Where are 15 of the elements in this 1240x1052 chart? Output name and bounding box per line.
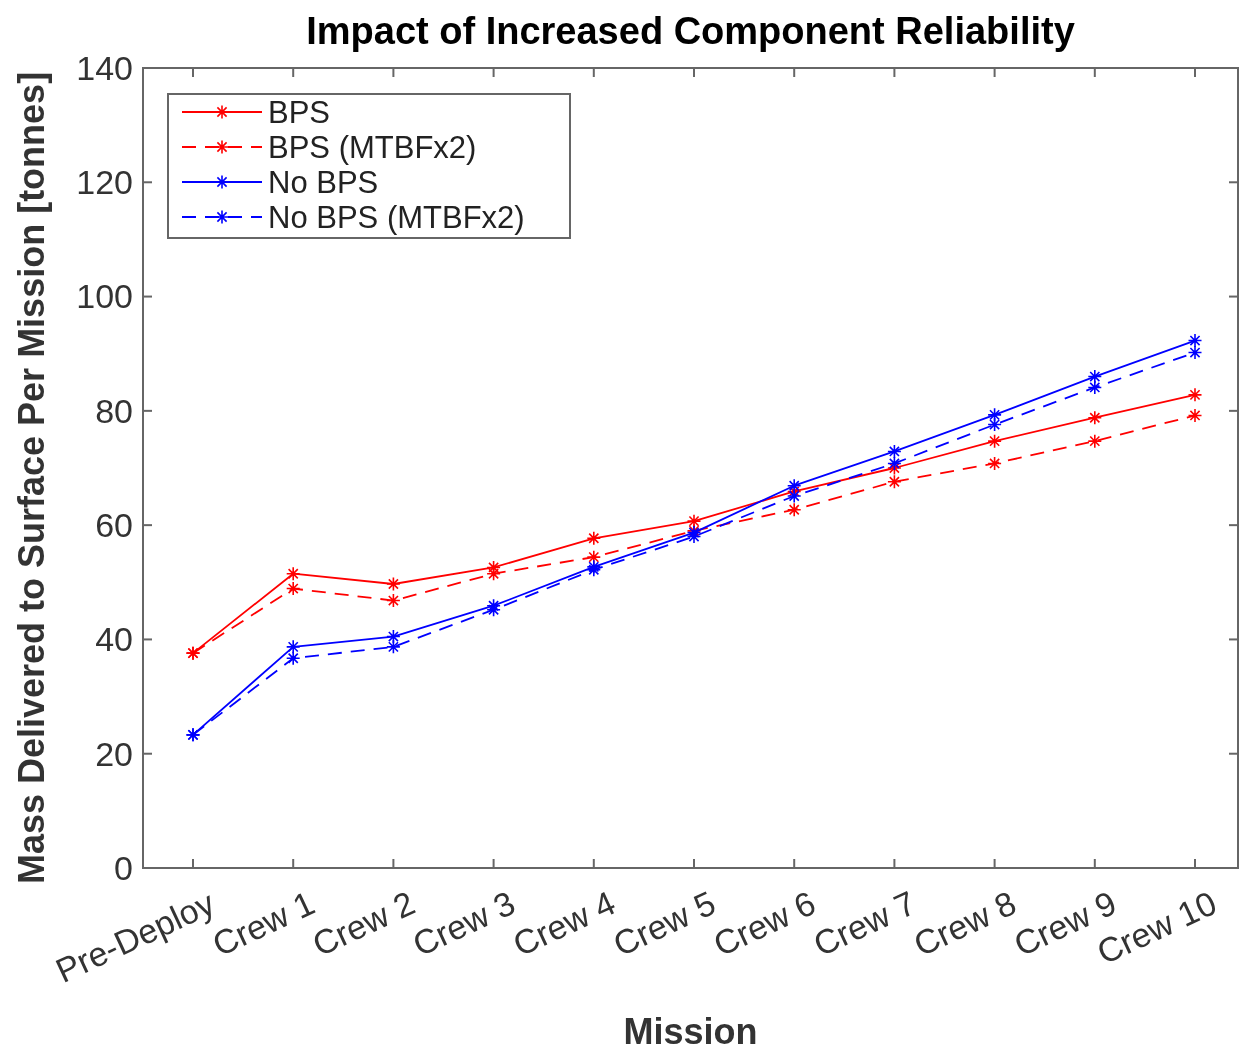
y-tick-label: 20 xyxy=(95,734,133,773)
x-axis-title: Mission xyxy=(623,1011,758,1052)
legend-label: No BPS (MTBFx2) xyxy=(268,199,525,235)
y-tick-label: 140 xyxy=(76,48,133,87)
y-tick-label: 80 xyxy=(95,391,133,430)
chart-title: Impact of Increased Component Reliability xyxy=(306,10,1075,52)
y-tick-label: 120 xyxy=(76,163,133,202)
y-tick-label: 40 xyxy=(95,620,133,659)
y-tick-label: 0 xyxy=(114,848,133,887)
legend-label: No BPS xyxy=(268,164,379,200)
y-tick-label: 100 xyxy=(76,277,133,316)
y-tick-label: 60 xyxy=(95,506,133,545)
legend-label: BPS (MTBFx2) xyxy=(268,129,477,165)
legend-label: BPS xyxy=(268,94,331,130)
y-axis-title: Mass Delivered to Surface Per Mission [tonnes] xyxy=(11,71,52,885)
